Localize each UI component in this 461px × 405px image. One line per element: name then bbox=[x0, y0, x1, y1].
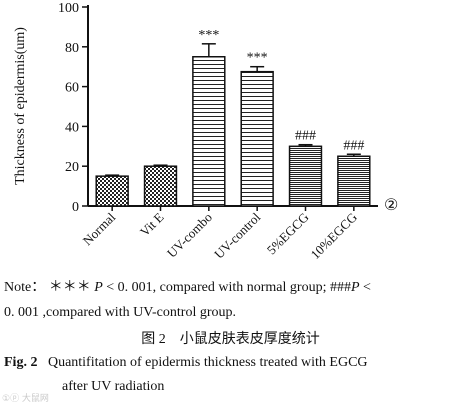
x-tick-label: 5%EGCG bbox=[264, 210, 312, 258]
y-tick-label: 100 bbox=[58, 1, 79, 16]
watermark: ①ⓟ 大鼠网 bbox=[2, 394, 49, 404]
note-p-symbol: P bbox=[94, 280, 103, 295]
y-axis-label: Thickness of epidermis(um) bbox=[13, 27, 28, 185]
significance-label: *** bbox=[198, 28, 219, 43]
significance-label: ### bbox=[343, 138, 364, 153]
figure-title-chinese: 图 2 小鼠皮肤表皮厚度统计 bbox=[141, 332, 320, 347]
y-tick-label: 60 bbox=[65, 81, 79, 96]
note-comparison-1: < 0. 001, compared with normal group; ##… bbox=[102, 280, 351, 295]
figure-title-text: Quantifitation of epidermis thickness tr… bbox=[47, 355, 368, 370]
figure-title-line-2: after UV radiation bbox=[62, 379, 165, 394]
bar-5 bbox=[337, 155, 371, 207]
figure-label: Fig. 2 bbox=[4, 355, 38, 370]
bar-chart: 0 20 40 60 80 100 Normal Vit E *** UV-combo *** UV-… bbox=[13, 1, 398, 262]
x-tick-label: Normal bbox=[80, 209, 119, 248]
x-tick-label: UV-control bbox=[211, 209, 263, 261]
note-line-2: 0. 001 ,compared with UV-control group. bbox=[4, 305, 236, 320]
bar-0 bbox=[95, 175, 129, 207]
note-end: < bbox=[359, 280, 371, 295]
note-line-1: Note： ＊＊＊ P < 0. 001, compared with norm… bbox=[4, 279, 461, 297]
figure-title-line-1: Fig. 2 Quantifitation of epidermis thick… bbox=[4, 354, 461, 372]
plot-area: 0 20 40 60 80 100 Normal Vit E *** UV-combo *** UV-… bbox=[58, 1, 378, 262]
significance-label: ### bbox=[295, 129, 316, 144]
significance-label: *** bbox=[247, 51, 268, 66]
bar-1 bbox=[143, 165, 178, 207]
note-prefix: Note： bbox=[4, 280, 46, 295]
panel-label: ② bbox=[384, 197, 398, 214]
bar-4 bbox=[288, 145, 323, 207]
x-tick-label: Vit E bbox=[137, 209, 167, 239]
y-tick-label: 0 bbox=[72, 200, 79, 215]
note-significance-marker: ＊＊＊ bbox=[48, 280, 91, 295]
bar-2 bbox=[192, 56, 226, 207]
y-tick-label: 80 bbox=[65, 41, 79, 56]
x-tick-label: UV-combo bbox=[164, 210, 215, 261]
y-tick-label: 40 bbox=[65, 120, 79, 135]
note-p-symbol-2: P bbox=[350, 280, 360, 295]
y-tick-label: 20 bbox=[65, 160, 79, 175]
bar-3 bbox=[240, 70, 274, 207]
x-tick-label: 10%EGCG bbox=[307, 210, 359, 262]
